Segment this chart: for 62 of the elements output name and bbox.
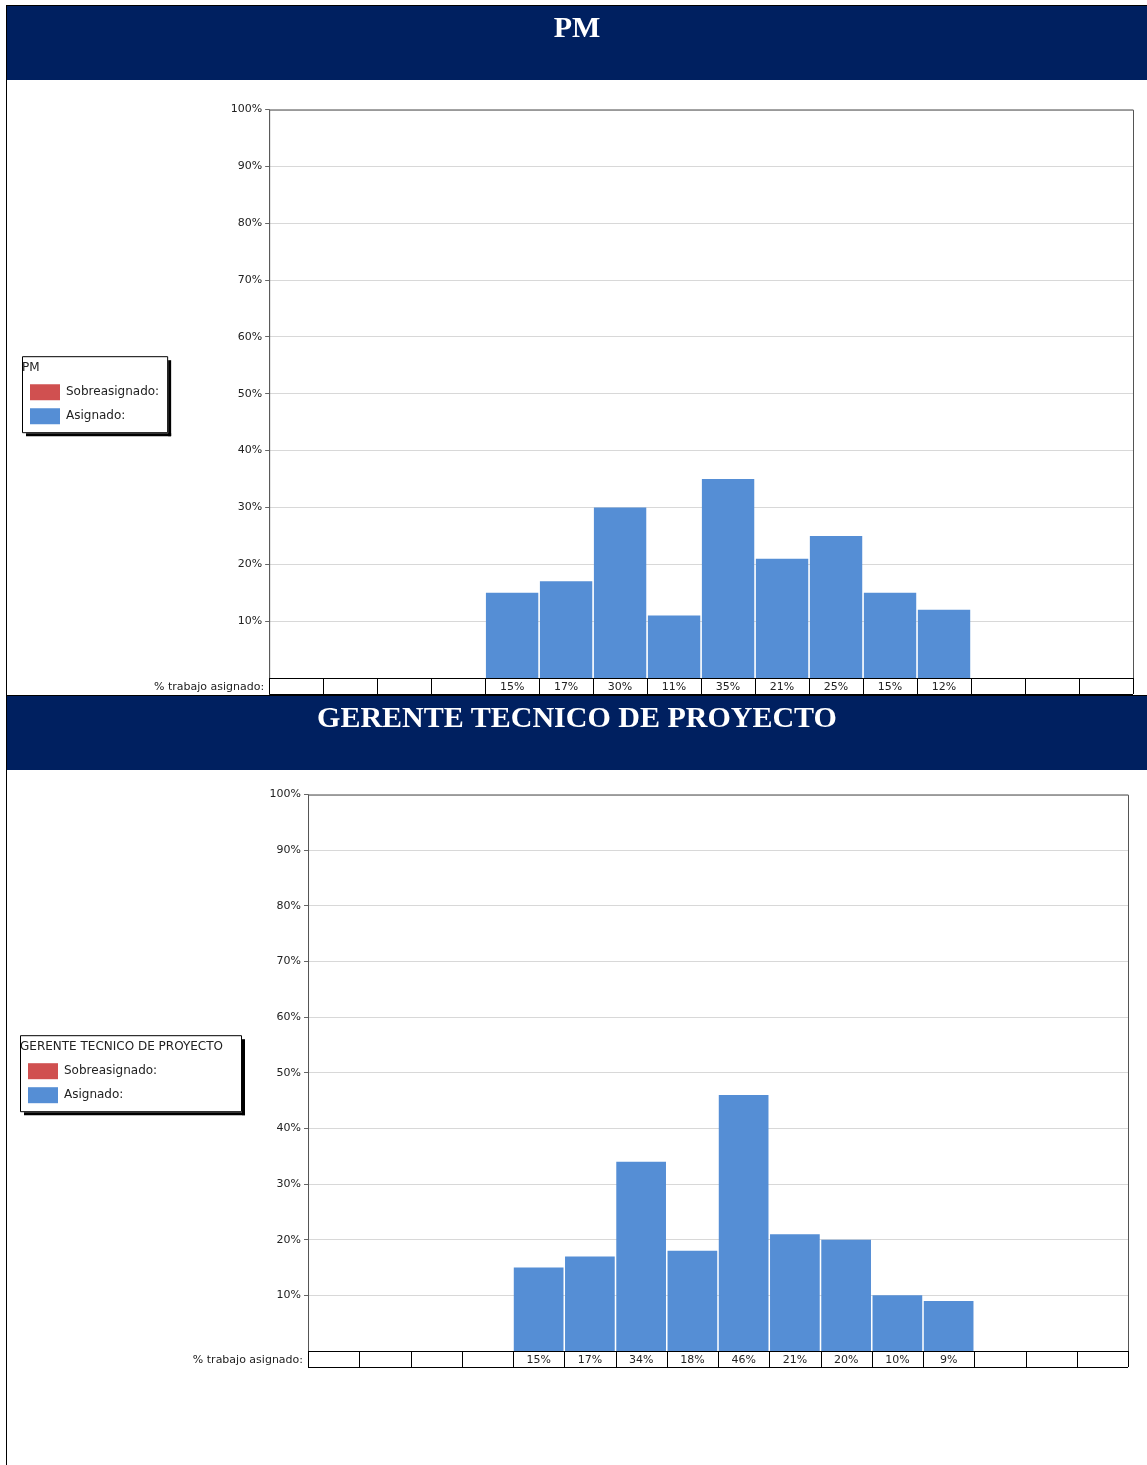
data-label: 15% (499, 679, 525, 693)
bar (917, 609, 971, 678)
y-tick-label: 50% (237, 386, 263, 400)
y-tick-label: 30% (276, 1176, 302, 1190)
y-tick-label: 90% (276, 843, 302, 857)
bar (718, 1095, 769, 1351)
data-label: 10% (885, 1352, 910, 1366)
legend-label: Sobreasignado: (64, 1063, 158, 1078)
bar (863, 592, 917, 678)
legend-label: Asignado: (66, 408, 126, 423)
bar (485, 592, 539, 678)
data-label: 17% (577, 1352, 603, 1366)
y-tick-label: 80% (237, 216, 263, 230)
data-label: 12% (931, 679, 957, 693)
x-axis-title: % trabajo asignado: (192, 1352, 304, 1366)
data-label: 15% (877, 679, 903, 693)
data-label: 15% (526, 1352, 551, 1366)
bar (593, 507, 647, 678)
y-tick-label: 90% (237, 159, 263, 173)
data-label: 21% (782, 1352, 808, 1366)
y-tick-label: 20% (276, 1232, 302, 1246)
data-label: 9% (939, 1352, 958, 1366)
legend-title: GERENTE TECNICO DE PROYECTO (20, 1038, 224, 1053)
x-axis-title: % trabajo asignado: (153, 679, 265, 693)
data-label: 34% (628, 1352, 654, 1366)
data-label: 30% (607, 679, 633, 693)
y-tick-label: 20% (237, 557, 263, 571)
y-tick-label: 50% (276, 1065, 302, 1079)
y-tick-label: 70% (276, 954, 302, 968)
y-tick-label: 60% (237, 329, 263, 343)
y-tick-label: 80% (276, 898, 302, 912)
y-tick-label: 40% (276, 1121, 302, 1135)
bar (809, 535, 863, 678)
y-tick-label: 100% (269, 787, 302, 801)
y-tick-label: 10% (276, 1288, 302, 1302)
legend-label: Sobreasignado: (66, 384, 160, 399)
data-label: 11% (661, 679, 687, 693)
y-tick-label: 100% (230, 102, 263, 116)
bar (701, 479, 755, 678)
y-tick-label: 70% (237, 272, 263, 286)
data-label: 25% (823, 679, 849, 693)
data-label: 46% (731, 1352, 756, 1366)
y-tick-label: 60% (276, 1010, 302, 1024)
legend-label: Asignado: (64, 1087, 124, 1102)
legend-title: PM (22, 359, 40, 374)
bar (539, 581, 593, 678)
chart-title: PM (552, 10, 602, 44)
bar (923, 1300, 974, 1351)
y-tick-label: 10% (237, 614, 263, 628)
bar (647, 615, 701, 678)
bar (667, 1250, 718, 1351)
data-label: 17% (553, 679, 579, 693)
data-label: 21% (769, 679, 795, 693)
data-label: 18% (680, 1352, 705, 1366)
y-tick-label: 40% (237, 443, 263, 457)
bar (755, 558, 809, 678)
y-tick-label: 30% (237, 500, 263, 514)
bar (872, 1295, 923, 1351)
data-label: 35% (715, 679, 741, 693)
bar (513, 1267, 564, 1351)
chart-title: GERENTE TECNICO DE PROYECTO (316, 700, 838, 734)
data-label: 20% (833, 1352, 859, 1366)
